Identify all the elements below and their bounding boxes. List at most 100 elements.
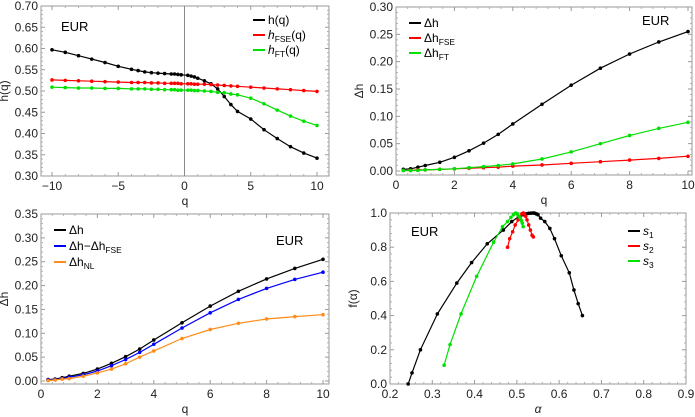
data-point: [76, 79, 81, 83]
data-point: [176, 81, 180, 86]
legend-label: h(q): [268, 13, 289, 27]
data-point: [222, 83, 227, 88]
data-point: [448, 342, 452, 347]
data-point: [123, 362, 128, 366]
eur-annotation: EUR: [61, 19, 88, 34]
data-point: [275, 87, 280, 91]
data-point: [505, 219, 510, 224]
data-point: [142, 87, 147, 91]
legend-label: ΔhFSE: [424, 31, 455, 47]
data-point: [152, 338, 156, 342]
data-point: [474, 274, 479, 279]
x-axis-label: q: [541, 193, 548, 207]
data-point: [149, 81, 154, 85]
data-point: [548, 226, 552, 231]
data-point: [525, 218, 529, 222]
y-tick-label: 0.65: [15, 20, 39, 34]
data-point: [123, 354, 128, 359]
data-point: [248, 117, 253, 121]
x-tick-label: −10: [42, 179, 63, 193]
data-point: [455, 281, 459, 285]
data-point: [559, 253, 564, 258]
data-point: [572, 288, 576, 292]
data-point: [520, 221, 525, 226]
data-point: [186, 81, 190, 86]
data-point: [408, 168, 413, 173]
x-axis-label: q: [182, 194, 189, 208]
data-point: [50, 47, 54, 52]
data-point: [162, 81, 167, 86]
data-point: [509, 215, 513, 220]
series-line-1: [51, 79, 318, 92]
data-point: [208, 304, 212, 308]
data-point: [149, 87, 154, 92]
y-tick-label: 0.60: [15, 42, 39, 56]
data-point: [510, 230, 515, 234]
data-point: [526, 223, 531, 227]
data-point: [137, 350, 142, 355]
legend-label: Δh: [424, 16, 439, 30]
data-point: [186, 73, 190, 78]
data-point: [202, 89, 207, 93]
data-point: [142, 80, 147, 85]
data-point: [136, 87, 140, 91]
data-point: [569, 83, 573, 87]
y-tick-label: 0.00: [15, 374, 39, 388]
data-point: [142, 70, 147, 74]
chart-panel-panel-dh-nl: 0.00 0.05 0.10 0.15 0.20 0.25 0.30 0.35 0 2 4 6 8 10 q…: [0, 207, 330, 416]
data-point: [416, 168, 420, 173]
y-tick-label: 0.30: [15, 169, 39, 183]
data-point: [103, 86, 107, 91]
data-point: [103, 60, 107, 65]
y-tick-label: 0.35: [15, 148, 39, 162]
data-point: [293, 266, 297, 271]
data-point: [264, 317, 269, 321]
x-tick-label: 6: [207, 387, 214, 401]
data-point: [229, 84, 233, 88]
x-tick-label: 10: [316, 387, 330, 401]
data-point: [321, 312, 325, 317]
data-point: [293, 314, 297, 319]
data-point: [89, 86, 94, 90]
x-tick-label: 0.5: [509, 387, 526, 401]
series-line-2: [403, 121, 689, 172]
legend-label: hFT(q): [268, 43, 300, 59]
data-point: [179, 88, 183, 92]
data-point: [262, 127, 266, 132]
x-tick-label: 4: [150, 387, 157, 401]
data-point: [229, 92, 233, 96]
plot-frame: [40, 213, 330, 385]
data-point: [95, 371, 100, 375]
legend-label: Δh−ΔhFSE: [69, 239, 122, 255]
x-tick-label: 0.4: [466, 387, 483, 401]
data-point: [275, 136, 280, 141]
data-point: [195, 76, 200, 81]
data-point: [236, 289, 241, 294]
data-point: [215, 90, 220, 95]
data-point: [109, 363, 114, 368]
x-tick-label: 10: [310, 179, 324, 193]
data-point: [53, 378, 57, 382]
data-point: [215, 83, 220, 87]
data-point: [180, 320, 184, 325]
data-point: [315, 123, 319, 128]
data-point: [169, 81, 174, 86]
x-tick-label: 2: [451, 178, 458, 192]
eur-annotation: EUR: [276, 233, 303, 248]
y-tick-label: 0.10: [15, 326, 39, 340]
y-tick-label: 0.50: [15, 84, 39, 98]
data-point: [521, 224, 525, 229]
y-tick-label: 0.00: [370, 164, 394, 178]
y-tick-label: 0.40: [15, 127, 39, 141]
data-point: [435, 312, 440, 316]
data-point: [176, 72, 180, 77]
series-line-0: [403, 31, 689, 170]
y-tick-label: 0.30: [370, 0, 394, 14]
x-axis-label: q: [182, 402, 189, 416]
x-tick-label: 0: [38, 387, 45, 401]
data-point: [222, 94, 227, 99]
data-point: [511, 162, 515, 166]
legend-label: ΔhNL: [69, 255, 95, 271]
y-tick-label: 0.70: [15, 0, 39, 13]
data-point: [236, 321, 241, 326]
